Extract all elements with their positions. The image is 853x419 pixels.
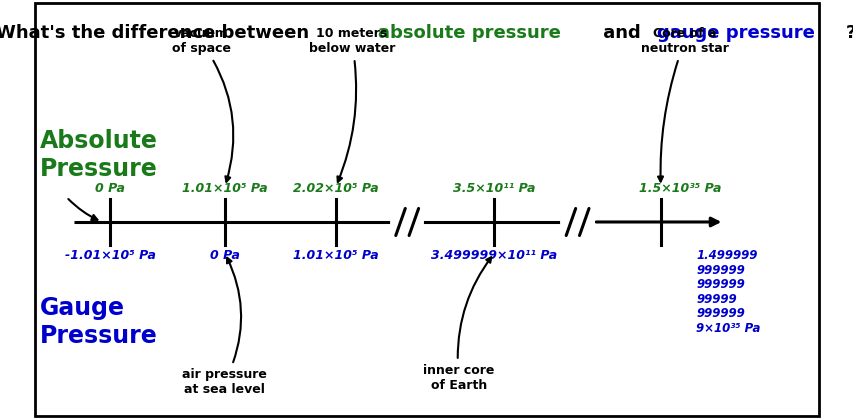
FancyBboxPatch shape	[35, 3, 818, 416]
Text: and: and	[596, 23, 647, 41]
Text: 0 Pa: 0 Pa	[95, 182, 125, 195]
Text: Core of a
neutron star: Core of a neutron star	[640, 28, 728, 181]
Text: 1.01×10⁵ Pa: 1.01×10⁵ Pa	[293, 249, 378, 262]
Text: -1.01×10⁵ Pa: -1.01×10⁵ Pa	[65, 249, 155, 262]
Text: air pressure
at sea level: air pressure at sea level	[183, 258, 267, 396]
Text: ?: ?	[845, 23, 853, 41]
Text: 1.499999
999999
999999
99999
999999
9×10³⁵ Pa: 1.499999 999999 999999 99999 999999 9×10…	[696, 249, 760, 334]
Text: absolute pressure: absolute pressure	[378, 23, 560, 41]
Text: vacuum
of space: vacuum of space	[171, 28, 233, 182]
Text: 2.02×10⁵ Pa: 2.02×10⁵ Pa	[293, 182, 378, 195]
Text: What's the difference between: What's the difference between	[0, 23, 315, 41]
Text: 3.5×10¹¹ Pa: 3.5×10¹¹ Pa	[453, 182, 535, 195]
Text: 0 Pa: 0 Pa	[210, 249, 240, 262]
Text: inner core
of Earth: inner core of Earth	[422, 257, 494, 391]
Text: Absolute
Pressure: Absolute Pressure	[40, 129, 158, 181]
Text: 1.01×10⁵ Pa: 1.01×10⁵ Pa	[182, 182, 267, 195]
Text: 10 meters
below water: 10 meters below water	[308, 28, 394, 182]
Text: Gauge
Pressure: Gauge Pressure	[40, 296, 158, 348]
Text: 3.499999×10¹¹ Pa: 3.499999×10¹¹ Pa	[431, 249, 557, 262]
Text: 1.5×10³⁵ Pa: 1.5×10³⁵ Pa	[639, 182, 721, 195]
Text: gauge pressure: gauge pressure	[656, 23, 814, 41]
